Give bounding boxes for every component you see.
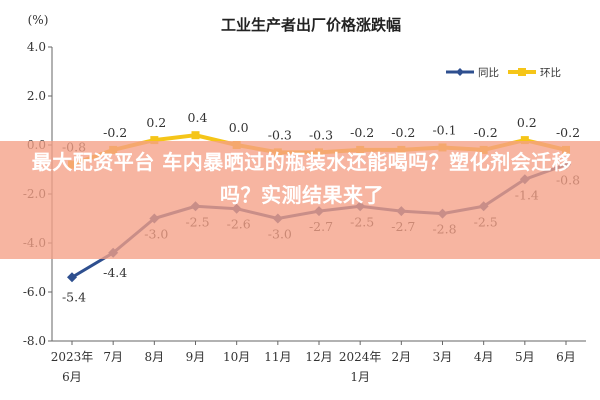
- headline-banner[interactable]: [0, 141, 600, 259]
- huanbi-point: [520, 136, 529, 145]
- x-tick-label: 9月: [186, 350, 206, 364]
- y-tick-label: 4.0: [27, 40, 46, 54]
- huanbi-data-label: -0.2: [474, 125, 498, 140]
- y-tick-label: -6.0: [23, 285, 46, 299]
- x-tick-label: 2023年: [51, 350, 94, 364]
- legend-label-huanbi: 环比: [540, 66, 561, 79]
- chart-title: 工业生产者出厂价格涨跌幅: [221, 16, 401, 34]
- x-tick-label: 8月: [145, 350, 165, 364]
- huanbi-data-label: -0.3: [268, 127, 292, 142]
- huanbi-data-label: -0.1: [432, 122, 456, 137]
- huanbi-data-label: -0.2: [103, 125, 127, 140]
- y-tick-label: -8.0: [23, 334, 46, 348]
- huanbi-data-label: -0.2: [391, 125, 415, 140]
- headline-text[interactable]: 最大配资平台 车内暴晒过的瓶装水还能喝吗？塑化剂会迁移吗？实测结果来了: [31, 150, 573, 207]
- legend-label-tongbi: 同比: [478, 66, 499, 79]
- x-tick-label: 6月: [62, 370, 82, 384]
- y-tick-label: 2.0: [27, 89, 46, 103]
- x-tick-label: 7月: [103, 350, 123, 364]
- tongbi-data-label: -4.4: [103, 265, 127, 280]
- legend-marker-tongbi: [456, 68, 464, 76]
- x-tick-label: 12月: [305, 350, 332, 364]
- x-tick-label: 4月: [474, 350, 494, 364]
- chart-legend: 同比 环比: [446, 66, 561, 79]
- huanbi-data-label: -0.2: [556, 125, 580, 140]
- x-tick-label: 6月: [556, 350, 576, 364]
- x-tick-label: 1月: [350, 370, 370, 384]
- x-tick-label: 5月: [515, 350, 535, 364]
- huanbi-data-label: -0.3: [309, 127, 333, 142]
- y-axis-unit-label: (%): [28, 13, 49, 27]
- huanbi-data-label: 0.2: [517, 115, 537, 130]
- x-tick-label: 2月: [392, 350, 412, 364]
- tongbi-data-label: -5.4: [62, 289, 86, 304]
- huanbi-data-label: 0.2: [146, 115, 166, 130]
- x-tick-label: 2024年: [339, 350, 382, 364]
- huanbi-data-label: -0.2: [350, 125, 374, 140]
- x-tick-label: 3月: [433, 350, 453, 364]
- huanbi-point: [150, 136, 159, 145]
- huanbi-data-label: 0.4: [188, 110, 208, 125]
- x-tick-label: 10月: [223, 350, 250, 364]
- legend-marker-huanbi: [518, 68, 526, 76]
- x-tick-label: 11月: [264, 350, 291, 364]
- huanbi-point: [191, 131, 200, 140]
- huanbi-data-label: 0.0: [229, 120, 249, 135]
- tongbi-point: [67, 272, 77, 283]
